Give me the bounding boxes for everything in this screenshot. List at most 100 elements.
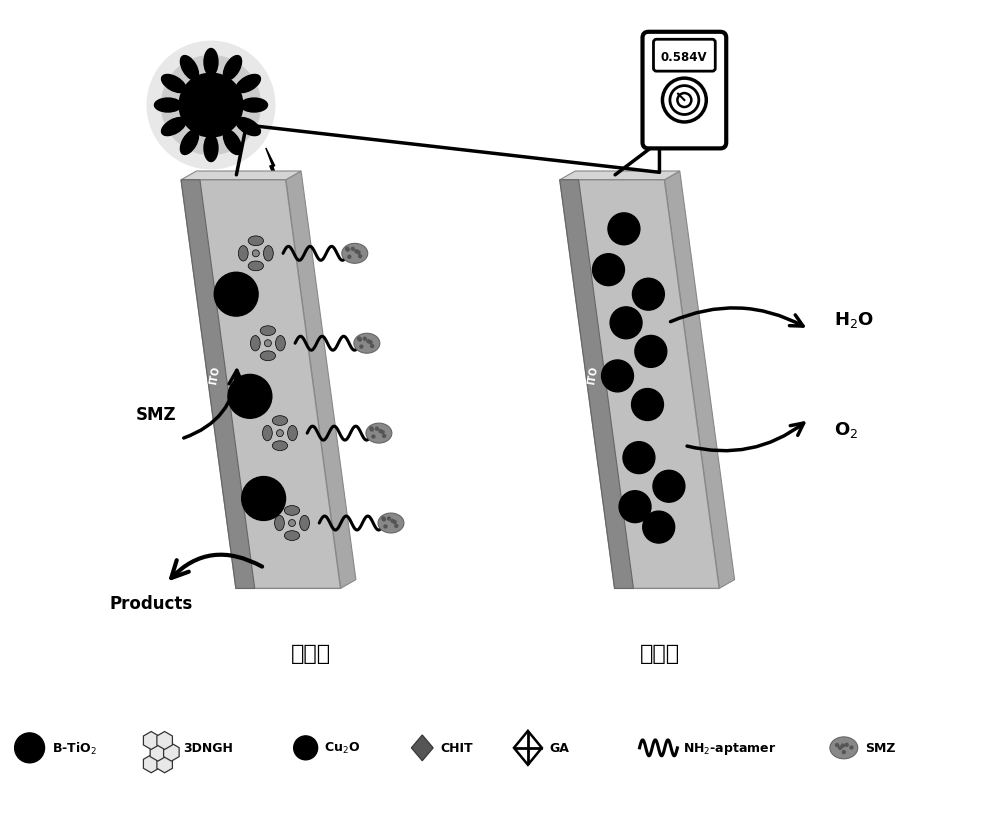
Ellipse shape <box>284 531 300 541</box>
Circle shape <box>619 491 651 523</box>
Circle shape <box>276 430 283 437</box>
Ellipse shape <box>272 416 288 426</box>
Circle shape <box>383 525 388 529</box>
Ellipse shape <box>238 247 248 262</box>
Polygon shape <box>639 224 661 251</box>
Circle shape <box>346 248 350 252</box>
Circle shape <box>632 279 664 310</box>
Circle shape <box>623 442 655 474</box>
Ellipse shape <box>241 99 267 113</box>
Polygon shape <box>157 755 172 773</box>
Ellipse shape <box>204 135 218 162</box>
Ellipse shape <box>180 131 198 156</box>
Ellipse shape <box>223 131 242 156</box>
Polygon shape <box>181 180 255 589</box>
Polygon shape <box>620 457 642 483</box>
Circle shape <box>838 746 842 750</box>
Circle shape <box>841 744 845 748</box>
Circle shape <box>394 524 398 528</box>
Ellipse shape <box>248 262 264 271</box>
Circle shape <box>608 214 640 246</box>
Polygon shape <box>599 224 622 251</box>
Polygon shape <box>681 535 703 561</box>
FancyArrowPatch shape <box>184 371 243 438</box>
Ellipse shape <box>276 336 285 351</box>
Circle shape <box>294 736 318 760</box>
Circle shape <box>380 431 385 435</box>
Circle shape <box>677 94 691 108</box>
Circle shape <box>252 251 259 257</box>
Circle shape <box>264 341 271 347</box>
Polygon shape <box>560 180 633 589</box>
FancyArrowPatch shape <box>171 555 262 578</box>
Circle shape <box>381 517 386 521</box>
Circle shape <box>392 520 397 525</box>
Circle shape <box>15 733 45 762</box>
Polygon shape <box>620 380 642 405</box>
Ellipse shape <box>162 119 186 137</box>
Text: 0.584V: 0.584V <box>660 51 707 64</box>
Circle shape <box>356 251 361 256</box>
Polygon shape <box>600 380 623 405</box>
Text: SMZ: SMZ <box>865 741 895 754</box>
Ellipse shape <box>260 327 276 336</box>
Text: Cu$_2$O: Cu$_2$O <box>324 740 360 755</box>
Circle shape <box>371 435 376 439</box>
Polygon shape <box>619 224 641 251</box>
Circle shape <box>849 745 854 749</box>
Polygon shape <box>660 380 682 405</box>
Polygon shape <box>680 457 702 483</box>
Ellipse shape <box>263 426 272 441</box>
Circle shape <box>366 340 371 344</box>
Text: 3DNGH: 3DNGH <box>183 741 233 754</box>
Circle shape <box>593 255 624 287</box>
Text: NH$_2$-aptamer: NH$_2$-aptamer <box>683 740 777 756</box>
Polygon shape <box>286 172 356 589</box>
Circle shape <box>370 345 374 349</box>
Text: SMZ: SMZ <box>136 405 176 423</box>
Polygon shape <box>619 302 641 328</box>
Ellipse shape <box>284 506 300 516</box>
Polygon shape <box>661 535 683 561</box>
Ellipse shape <box>366 423 392 444</box>
Ellipse shape <box>248 237 264 247</box>
Polygon shape <box>621 535 643 561</box>
FancyBboxPatch shape <box>653 40 715 72</box>
Circle shape <box>610 307 642 339</box>
Circle shape <box>345 247 349 251</box>
Ellipse shape <box>204 49 218 76</box>
Polygon shape <box>266 149 279 188</box>
Circle shape <box>357 337 361 342</box>
Polygon shape <box>664 172 735 589</box>
Ellipse shape <box>236 119 260 137</box>
Ellipse shape <box>264 247 273 262</box>
Polygon shape <box>411 735 433 761</box>
Circle shape <box>358 338 362 342</box>
Circle shape <box>147 43 275 170</box>
Polygon shape <box>143 731 159 749</box>
Circle shape <box>653 471 685 503</box>
Ellipse shape <box>378 514 404 533</box>
Ellipse shape <box>236 75 260 93</box>
Ellipse shape <box>275 516 284 531</box>
Polygon shape <box>181 180 341 589</box>
Text: ITO: ITO <box>208 364 221 385</box>
FancyArrowPatch shape <box>670 309 803 327</box>
Circle shape <box>370 428 374 432</box>
Polygon shape <box>157 731 172 749</box>
Ellipse shape <box>300 516 309 531</box>
Circle shape <box>351 247 355 251</box>
Ellipse shape <box>250 336 260 351</box>
Circle shape <box>354 250 359 254</box>
Circle shape <box>242 477 286 521</box>
Circle shape <box>835 743 839 748</box>
Ellipse shape <box>223 57 242 81</box>
Text: B-TiO$_2$: B-TiO$_2$ <box>52 740 96 756</box>
Circle shape <box>378 429 383 434</box>
Text: Products: Products <box>110 595 193 613</box>
Ellipse shape <box>154 99 181 113</box>
Ellipse shape <box>272 441 288 451</box>
Polygon shape <box>560 180 719 589</box>
Circle shape <box>662 79 706 123</box>
FancyArrowPatch shape <box>687 423 804 451</box>
